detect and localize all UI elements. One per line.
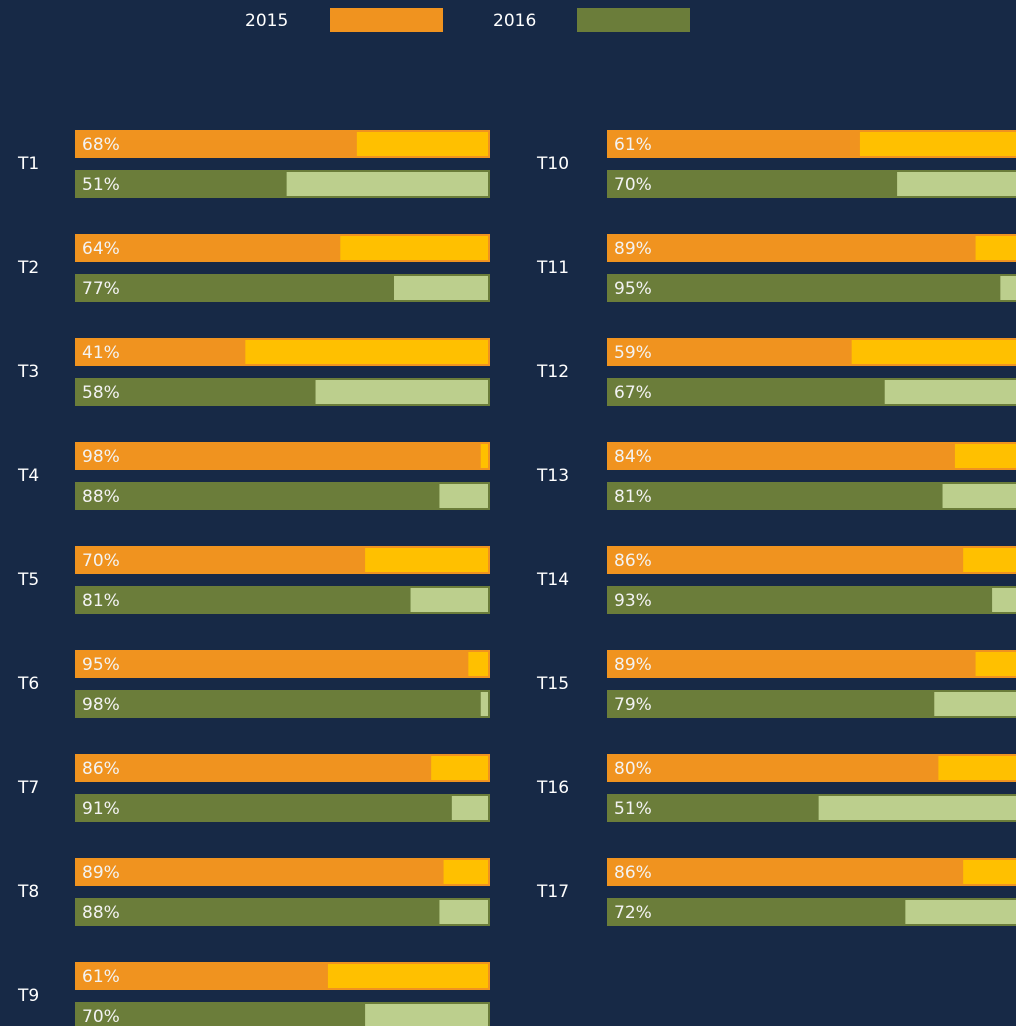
bar	[608, 131, 860, 157]
bar	[608, 339, 852, 365]
value-label: 80%	[614, 759, 652, 779]
value-label: 59%	[614, 343, 652, 363]
bar	[76, 691, 481, 717]
category-label: T1	[17, 154, 39, 174]
value-label: 88%	[82, 487, 120, 507]
bar	[76, 547, 366, 573]
legend-swatch	[577, 8, 690, 32]
bar	[76, 339, 246, 365]
bar	[76, 379, 316, 405]
value-label: 86%	[614, 863, 652, 883]
value-label: 93%	[614, 591, 652, 611]
bar	[608, 379, 885, 405]
value-label: 70%	[82, 1007, 120, 1026]
value-label: 86%	[614, 551, 652, 571]
bar	[76, 275, 395, 301]
value-label: 70%	[614, 175, 652, 195]
value-label: 98%	[82, 447, 120, 467]
bar	[608, 691, 935, 717]
category-label: T14	[536, 570, 569, 590]
legend-swatch	[330, 8, 443, 32]
value-label: 89%	[614, 239, 652, 259]
value-label: 84%	[614, 447, 652, 467]
category-label: T7	[17, 778, 39, 798]
value-label: 89%	[614, 655, 652, 675]
bar	[608, 651, 976, 677]
value-label: 61%	[614, 135, 652, 155]
bar	[76, 443, 481, 469]
category-label: T10	[536, 154, 569, 174]
bar	[608, 587, 993, 613]
value-label: 41%	[82, 343, 120, 363]
value-label: 64%	[82, 239, 120, 259]
category-label: T17	[536, 882, 569, 902]
category-label: T15	[536, 674, 569, 694]
bar	[76, 483, 440, 509]
legend-label: 2015	[245, 11, 288, 31]
category-label: T3	[17, 362, 39, 382]
value-label: 68%	[82, 135, 120, 155]
legend-label: 2016	[493, 11, 536, 31]
value-label: 51%	[614, 799, 652, 819]
bar	[76, 899, 440, 925]
bar	[76, 651, 469, 677]
value-label: 72%	[614, 903, 652, 923]
category-label: T13	[536, 466, 569, 486]
value-label: 70%	[82, 551, 120, 571]
category-label: T11	[536, 258, 569, 278]
bar	[608, 171, 898, 197]
value-label: 81%	[82, 591, 120, 611]
bar	[608, 755, 939, 781]
bar	[608, 859, 964, 885]
bar	[608, 547, 964, 573]
value-label: 58%	[82, 383, 120, 403]
bar	[608, 795, 819, 821]
category-label: T12	[536, 362, 569, 382]
bar	[76, 859, 444, 885]
value-label: 77%	[82, 279, 120, 299]
bar	[76, 131, 357, 157]
bar	[608, 483, 943, 509]
bar	[76, 755, 432, 781]
value-label: 81%	[614, 487, 652, 507]
bar	[76, 1003, 366, 1026]
bar	[76, 795, 452, 821]
category-label: T6	[17, 674, 39, 694]
value-label: 98%	[82, 695, 120, 715]
value-label: 67%	[614, 383, 652, 403]
bar	[76, 171, 287, 197]
value-label: 51%	[82, 175, 120, 195]
category-label: T4	[17, 466, 39, 486]
value-label: 95%	[82, 655, 120, 675]
value-label: 89%	[82, 863, 120, 883]
bar	[608, 443, 955, 469]
category-label: T8	[17, 882, 39, 902]
value-label: 91%	[82, 799, 120, 819]
bar	[608, 235, 976, 261]
bar	[76, 235, 341, 261]
value-label: 88%	[82, 903, 120, 923]
value-label: 61%	[82, 967, 120, 987]
category-label: T5	[17, 570, 39, 590]
category-label: T2	[17, 258, 39, 278]
bar	[76, 587, 411, 613]
category-label: T9	[17, 986, 39, 1006]
bar	[608, 899, 906, 925]
value-label: 86%	[82, 759, 120, 779]
value-label: 95%	[614, 279, 652, 299]
bar	[608, 275, 1001, 301]
category-label: T16	[536, 778, 569, 798]
bar	[76, 963, 328, 989]
value-label: 79%	[614, 695, 652, 715]
